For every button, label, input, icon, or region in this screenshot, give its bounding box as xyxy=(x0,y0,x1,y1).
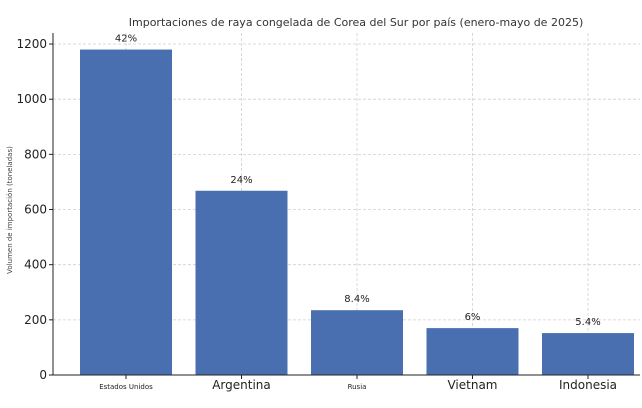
bars xyxy=(80,49,634,375)
x-tick-label: Rusia xyxy=(348,383,367,391)
x-tick-label: Argentina xyxy=(212,378,271,392)
x-tick-label: Vietnam xyxy=(447,378,497,392)
data-label: 8.4% xyxy=(344,294,369,305)
axes xyxy=(49,33,640,379)
y-tick-label: 600 xyxy=(24,203,47,217)
y-tick-label: 200 xyxy=(24,313,47,327)
y-tick-label: 0 xyxy=(39,368,47,382)
data-label: 24% xyxy=(230,175,252,186)
bar-estados-unidos xyxy=(80,49,172,375)
x-tick-label: Estados Unidos xyxy=(99,383,153,391)
chart-title: Importaciones de raya congelada de Corea… xyxy=(129,16,584,29)
y-tick-label: 800 xyxy=(24,147,47,161)
y-tick-label: 1000 xyxy=(16,92,47,106)
data-label: 6% xyxy=(465,312,481,323)
bar-indonesia xyxy=(542,333,634,375)
data-label: 42% xyxy=(115,34,137,45)
y-axis-label: Volumen de importación (toneladas) xyxy=(6,146,14,274)
bar-vietnam xyxy=(426,328,519,375)
labels: 0 200 400 600 800 1000 1200 Estados Unidos 42% Ar… xyxy=(16,34,617,392)
y-tick-label: 400 xyxy=(24,258,47,272)
bar-argentina xyxy=(195,190,288,375)
data-label: 5.4% xyxy=(575,317,600,328)
x-tick-label: Indonesia xyxy=(559,378,617,392)
bar-rusia xyxy=(311,310,403,375)
y-tick-label: 1200 xyxy=(16,37,47,51)
